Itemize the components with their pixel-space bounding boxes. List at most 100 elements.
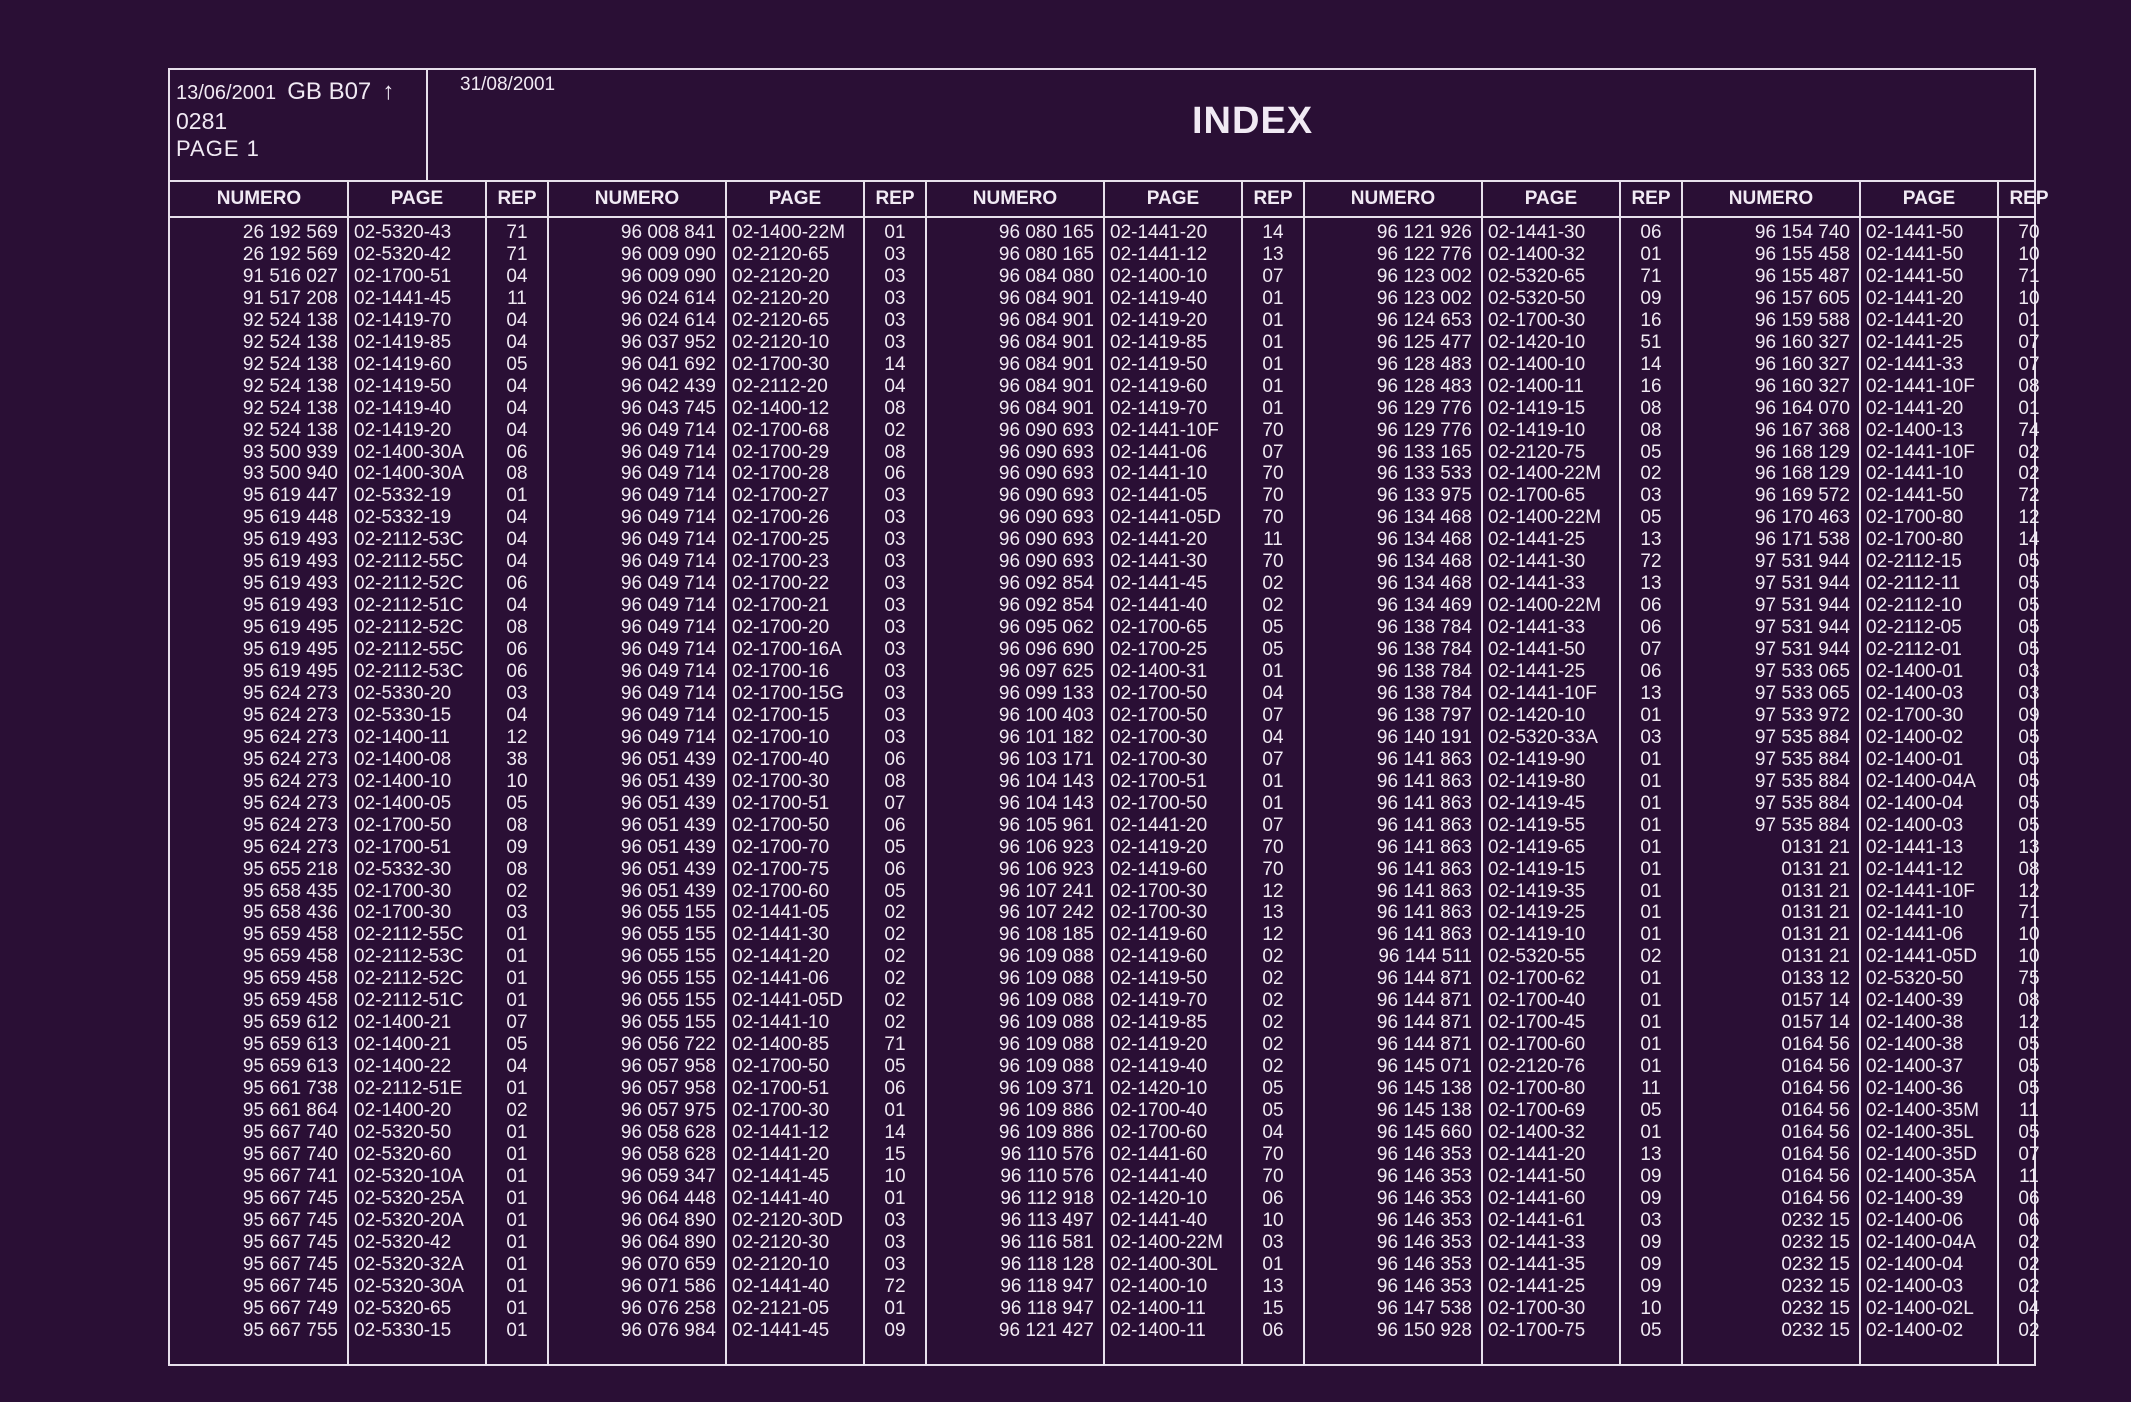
row-numero: 96 168 129 xyxy=(1754,441,1850,463)
row-page: 02-1400-11 xyxy=(354,726,450,748)
row-rep: 08 xyxy=(506,617,528,639)
row-rep: 03 xyxy=(884,551,906,573)
row-rep: 06 xyxy=(884,463,906,485)
row-rep: 01 xyxy=(2018,309,2040,331)
row-rep: 06 xyxy=(884,748,906,770)
row-page: 02-1419-65 xyxy=(1488,836,1586,858)
row-rep: 05 xyxy=(1640,1319,1662,1341)
column-header-row: NUMERO PAGE REP NUMERO PAGE REP NUMERO PAGE REP N… xyxy=(170,182,2049,218)
row-numero: 95 661 864 xyxy=(242,1100,338,1121)
row-rep: 01 xyxy=(506,1319,528,1341)
row-numero: 95 624 273 xyxy=(242,682,338,704)
row-numero: 91 517 208 xyxy=(242,287,338,309)
row-page: 02-1400-10 xyxy=(1488,353,1586,375)
row-page: 02-1441-05 xyxy=(1110,485,1208,507)
row-numero: 96 141 863 xyxy=(1376,902,1472,924)
row-rep: 11 xyxy=(1263,529,1283,551)
row-rep: 01 xyxy=(506,1165,528,1187)
row-rep: 01 xyxy=(506,1275,528,1297)
row-numero: 95 667 745 xyxy=(242,1275,338,1297)
row-rep: 05 xyxy=(1640,1100,1662,1121)
row-page: 02-1419-70 xyxy=(1110,990,1208,1012)
row-rep: 13 xyxy=(1640,529,1662,551)
row-rep: 14 xyxy=(1640,353,1662,375)
row-numero: 96 105 961 xyxy=(998,814,1094,836)
row-numero: 95 659 613 xyxy=(242,1034,338,1056)
row-numero: 96 024 614 xyxy=(620,309,716,331)
row-numero: 96 118 128 xyxy=(1000,1253,1094,1275)
row-page: 02-5320-43 xyxy=(354,222,452,243)
row-page: 02-2112-51C xyxy=(354,595,464,617)
row-numero: 96 134 469 xyxy=(1376,595,1472,617)
row-page: 02-1441-20 xyxy=(1110,529,1208,551)
row-page: 02-1400-10 xyxy=(1110,265,1208,287)
row-numero: 95 619 493 xyxy=(242,551,338,573)
row-page: 02-1441-10 xyxy=(732,1012,830,1034)
up-arrow-icon: ↑ xyxy=(382,78,395,105)
row-rep: 01 xyxy=(1262,792,1284,814)
row-rep: 01 xyxy=(506,1231,528,1253)
row-numero: 96 076 258 xyxy=(620,1297,716,1319)
row-rep: 05 xyxy=(2018,639,2040,661)
row-page: 02-1441-20 xyxy=(732,946,830,968)
row-page: 02-1700-60 xyxy=(1110,1121,1208,1143)
row-numero: 96 008 841 xyxy=(620,222,716,243)
row-page: 02-1700-30 xyxy=(732,353,830,375)
row-numero: 96 121 427 xyxy=(998,1319,1094,1341)
row-rep: 01 xyxy=(1640,968,1662,990)
row-numero: 96 051 439 xyxy=(620,858,716,880)
row-rep: 10 xyxy=(884,1165,906,1187)
row-rep: 01 xyxy=(506,990,528,1012)
row-numero: 96 144 871 xyxy=(1376,990,1472,1012)
row-numero: 95 624 273 xyxy=(242,814,338,836)
row-rep: 03 xyxy=(884,1231,906,1253)
row-page: 02-1441-40 xyxy=(1110,595,1208,617)
row-page: 02-1441-20 xyxy=(1488,1143,1586,1165)
row-page: 02-1400-03 xyxy=(1866,682,1964,704)
row-page: 02-1419-60 xyxy=(1110,858,1208,880)
row-rep: 12 xyxy=(2018,1012,2040,1034)
row-numero: 96 049 714 xyxy=(620,726,716,748)
row-page: 02-2112-01 xyxy=(1866,639,1962,661)
row-rep: 09 xyxy=(506,836,528,858)
row-rep: 02 xyxy=(1262,946,1284,968)
row-rep: 05 xyxy=(2018,1121,2040,1143)
row-page: 02-1700-27 xyxy=(732,485,830,507)
row-page: 02-1700-10 xyxy=(732,726,830,748)
row-page: 02-5330-15 xyxy=(354,1319,452,1341)
row-rep: 04 xyxy=(506,529,528,551)
row-page: 02-1700-80 xyxy=(1866,507,1964,529)
row-rep: 03 xyxy=(884,704,906,726)
row-rep: 70 xyxy=(2018,222,2040,243)
row-numero: 96 121 926 xyxy=(1376,222,1472,243)
row-rep: 02 xyxy=(1640,463,1662,485)
row-page: 02-1420-10 xyxy=(1488,331,1586,353)
row-numero: 96 109 088 xyxy=(998,1056,1094,1078)
row-page: 02-2112-05 xyxy=(1866,617,1962,639)
row-numero: 95 655 218 xyxy=(242,858,338,880)
row-rep: 72 xyxy=(884,1275,906,1297)
row-rep: 01 xyxy=(1262,309,1284,331)
row-page: 02-1400-35M xyxy=(1866,1100,1980,1121)
row-rep: 12 xyxy=(2018,880,2040,902)
row-numero: 95 659 458 xyxy=(242,924,338,946)
row-numero: 96 110 576 xyxy=(1000,1143,1094,1165)
row-rep: 11 xyxy=(2019,1100,2039,1121)
row-page: 02-1700-25 xyxy=(732,529,830,551)
column-header-numero: NUMERO xyxy=(1350,188,1436,209)
row-numero: 96 024 614 xyxy=(620,287,716,309)
row-numero: 96 146 353 xyxy=(1376,1275,1472,1297)
row-page: 02-1400-35A xyxy=(1866,1165,1976,1187)
row-rep: 02 xyxy=(884,968,906,990)
row-numero: 95 624 273 xyxy=(242,748,338,770)
column-divider xyxy=(347,182,349,1364)
row-numero: 95 667 740 xyxy=(242,1121,338,1143)
row-numero: 97 531 944 xyxy=(1754,639,1850,661)
row-rep: 01 xyxy=(506,485,528,507)
row-numero: 96 090 693 xyxy=(998,441,1094,463)
row-numero: 95 619 447 xyxy=(242,485,338,507)
row-rep: 02 xyxy=(1262,573,1284,595)
row-page: 02-1419-25 xyxy=(1488,902,1586,924)
row-page: 02-1441-30 xyxy=(1488,222,1586,243)
row-numero: 96 157 605 xyxy=(1754,287,1850,309)
